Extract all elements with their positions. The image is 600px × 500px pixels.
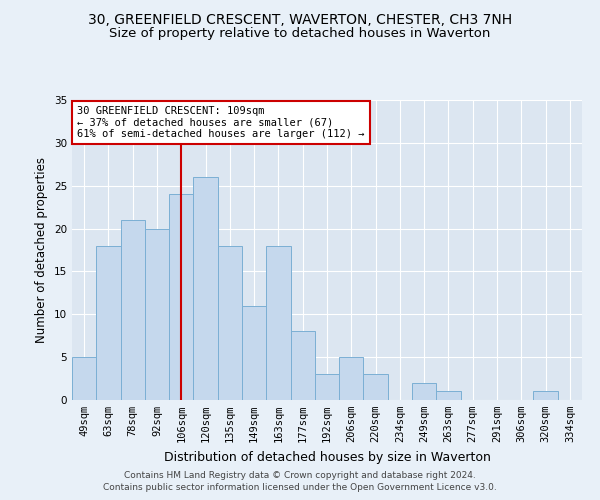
Bar [364,374,388,400]
Bar [290,332,315,400]
Bar [533,392,558,400]
Text: Size of property relative to detached houses in Waverton: Size of property relative to detached ho… [109,28,491,40]
Bar [339,357,364,400]
Bar [266,246,290,400]
Text: 30 GREENFIELD CRESCENT: 109sqm
← 37% of detached houses are smaller (67)
61% of : 30 GREENFIELD CRESCENT: 109sqm ← 37% of … [77,106,365,139]
Bar [193,177,218,400]
Text: Contains HM Land Registry data © Crown copyright and database right 2024.
Contai: Contains HM Land Registry data © Crown c… [103,471,497,492]
Text: Distribution of detached houses by size in Waverton: Distribution of detached houses by size … [164,451,490,464]
Bar [218,246,242,400]
Bar [96,246,121,400]
Y-axis label: Number of detached properties: Number of detached properties [35,157,49,343]
Bar [145,228,169,400]
Bar [412,383,436,400]
Bar [72,357,96,400]
Bar [169,194,193,400]
Bar [315,374,339,400]
Bar [436,392,461,400]
Text: 30, GREENFIELD CRESCENT, WAVERTON, CHESTER, CH3 7NH: 30, GREENFIELD CRESCENT, WAVERTON, CHEST… [88,12,512,26]
Bar [242,306,266,400]
Bar [121,220,145,400]
